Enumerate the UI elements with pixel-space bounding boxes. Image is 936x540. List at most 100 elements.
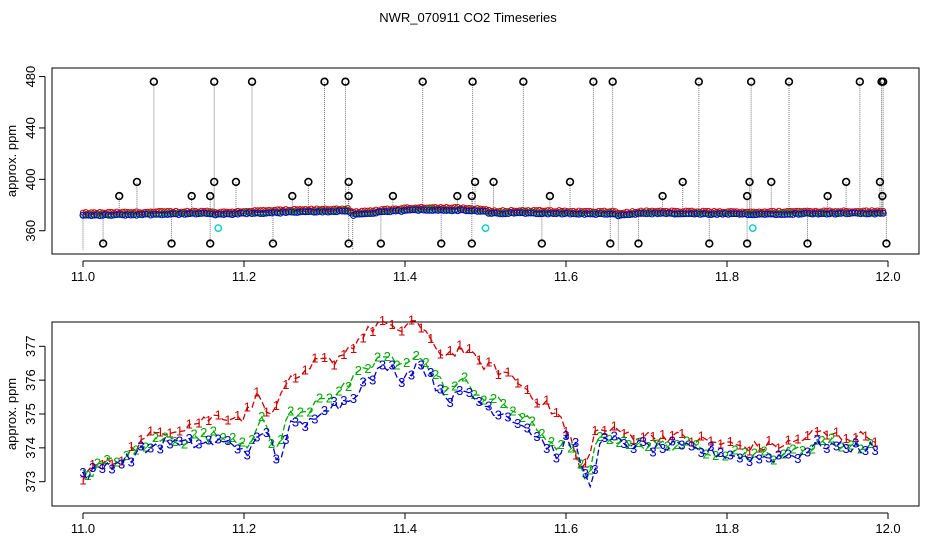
series-2-point-label: 2	[219, 430, 226, 445]
series-2-point-label: 2	[693, 437, 700, 452]
series-3-point-label: 3	[456, 383, 463, 398]
series-3-point-label: 3	[466, 385, 473, 400]
series-2-point-label: 2	[258, 409, 265, 424]
series-1-point-label: 1	[543, 393, 550, 408]
series-3-point-label: 3	[611, 428, 618, 443]
series-1-point-label: 1	[872, 434, 879, 449]
top-y-axis-label: approx. ppm	[4, 125, 19, 197]
series-2-point-label: 2	[500, 396, 507, 411]
series-2-point-label: 2	[268, 436, 275, 451]
series-3-point-label: 3	[485, 399, 492, 414]
top-plot-frame	[51, 67, 920, 255]
spike-point	[841, 177, 851, 187]
series-1-point-label: 1	[99, 457, 106, 472]
baseline-point-blue	[879, 209, 887, 217]
series-2-point-label: 2	[123, 448, 130, 463]
spike-point	[187, 191, 196, 201]
spike-point	[878, 191, 887, 201]
series-1-point-label: 1	[166, 425, 173, 440]
series-2-point-label: 2	[722, 449, 729, 464]
series-1-point-label: 1	[302, 362, 309, 377]
series-2-point-label: 2	[635, 435, 642, 450]
series-1-point-label: 1	[195, 415, 202, 430]
series-2-point-label: 2	[509, 403, 516, 418]
series-1-point-label: 1	[108, 457, 115, 472]
top-y-tick-label: 360	[23, 220, 38, 242]
series-2-point-label: 2	[432, 367, 439, 382]
series-3-point-label: 3	[823, 441, 830, 456]
series-1-point-label: 1	[475, 353, 482, 368]
series-1-point-label: 1	[640, 430, 647, 445]
series-1-point-label: 1	[408, 313, 415, 328]
series-2-point-label: 2	[306, 405, 313, 420]
spike-point	[608, 77, 617, 86]
series-3-point-label: 3	[224, 433, 231, 448]
spike-point	[210, 77, 219, 86]
spike-point	[784, 77, 794, 86]
top-y-tick-label: 400	[23, 168, 38, 190]
series-1-point-label: 1	[244, 399, 251, 414]
series-1-point-label: 1	[446, 343, 453, 358]
series-1-point-label: 1	[785, 432, 792, 447]
series-3-point-label: 3	[176, 433, 183, 448]
series-2-point-label: 2	[731, 442, 738, 457]
series-1-point-label: 1	[321, 350, 328, 365]
series-3-point-label: 3	[389, 358, 396, 373]
spike-point	[767, 177, 776, 187]
series-1-point-label: 1	[524, 382, 531, 397]
series-3-point-label: 3	[804, 445, 811, 460]
series-1-point-label: 1	[273, 398, 280, 413]
spike-point	[742, 191, 752, 201]
series-3-point-label: 3	[630, 441, 637, 456]
bottom-y-axis-label: approx. ppm	[4, 378, 19, 450]
series-1-point-label: 1	[746, 444, 753, 459]
series-2-point-label: 2	[152, 430, 159, 445]
series-3-point-label: 3	[659, 441, 666, 456]
series-3-point-label: 3	[727, 447, 734, 462]
series-1-point-label: 1	[591, 423, 598, 438]
series-2-point-label: 2	[587, 462, 594, 477]
series-2-point-label: 2	[364, 361, 371, 376]
bottom-x-tick-label: 11.2	[232, 521, 256, 536]
series-2-point-label: 2	[683, 433, 690, 448]
series-1-point-label: 1	[369, 324, 376, 339]
series-2-point-label: 2	[828, 430, 835, 445]
series-2-point-label: 2	[558, 437, 565, 452]
series-2-point-label: 2	[712, 448, 719, 463]
series-3-point-label: 3	[340, 393, 347, 408]
series-2-point-label: 2	[741, 445, 748, 460]
bottom-x-tick-label: 11.0	[71, 521, 95, 536]
series-2-point-label: 2	[789, 442, 796, 457]
spike-point	[132, 177, 142, 187]
top-x-tick-label: 12.0	[875, 269, 900, 284]
series-2-point-label: 2	[442, 383, 449, 398]
series-3-point-label: 3	[775, 447, 782, 462]
series-3-point-label: 3	[89, 460, 96, 475]
series-2-point-label: 2	[335, 383, 342, 398]
series-3-point-label: 3	[263, 425, 270, 440]
top-x-tick-label: 11.0	[71, 269, 95, 284]
series-3-point-label: 3	[514, 416, 521, 431]
series-1-point-label: 1	[215, 407, 222, 422]
series-1-point-label: 1	[794, 432, 801, 447]
spike-point	[320, 77, 329, 86]
spike-point	[882, 239, 891, 248]
series-3-point-label: 3	[446, 395, 453, 410]
series-3-point-label: 3	[833, 438, 840, 453]
series-2-point-label: 2	[84, 468, 91, 483]
series-2-point-label: 2	[799, 443, 806, 458]
series-3-point-label: 3	[302, 419, 309, 434]
series-1-point-label: 1	[427, 331, 434, 346]
bottom-y-tick-label: 373	[23, 471, 38, 493]
series-3-point-label: 3	[215, 431, 222, 446]
series-3-point-label: 3	[678, 437, 685, 452]
series-3-point-label: 3	[649, 444, 656, 459]
series-3-point-label: 3	[553, 450, 560, 465]
spike-point	[606, 239, 615, 248]
series-1-point-label: 1	[514, 375, 521, 390]
top-x-tick-label: 11.8	[715, 269, 739, 284]
spike-point	[98, 239, 108, 248]
series-3-point-label: 3	[736, 451, 743, 466]
series-1-point-label: 1	[698, 429, 705, 444]
series-2-point-label: 2	[181, 437, 188, 452]
